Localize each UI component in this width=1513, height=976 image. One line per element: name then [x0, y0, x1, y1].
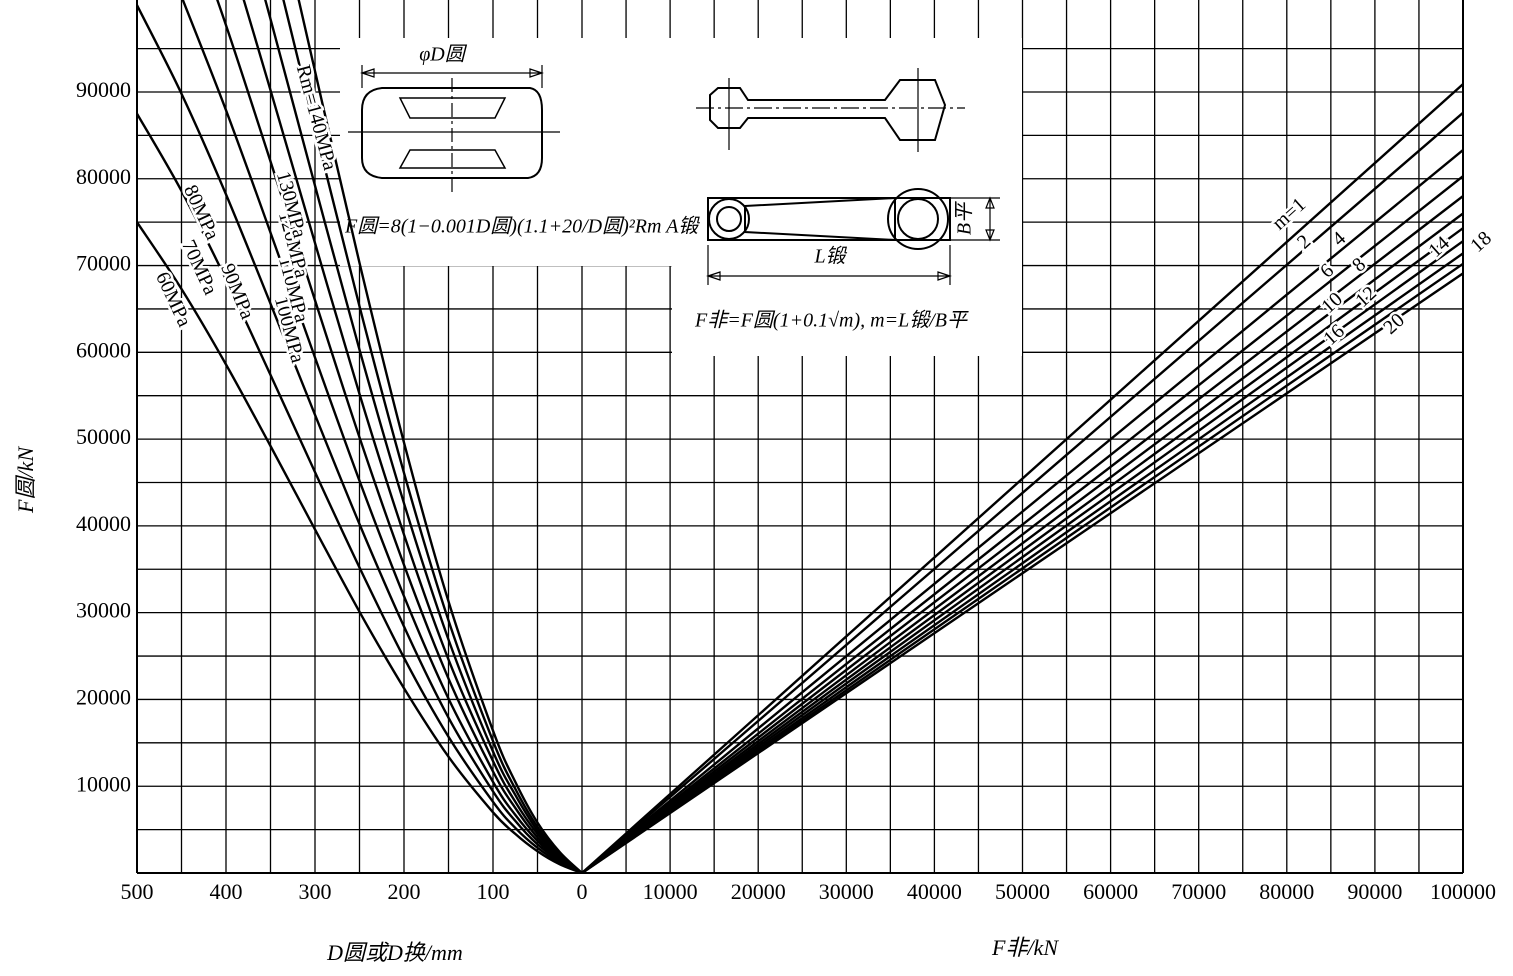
rod-eye	[716, 206, 742, 232]
curve	[242, 0, 583, 873]
formula-press: F圆=8(1−0.001D圆)(1.1+20/D圆)²Rm A锻	[344, 216, 700, 238]
curve	[297, 0, 583, 873]
curve	[137, 221, 583, 873]
x-tick-label: 500	[121, 879, 154, 904]
dimension-arrow	[985, 196, 995, 242]
curve	[581, 227, 1463, 873]
x-tick-label: 300	[299, 879, 332, 904]
y-tick-label: 60000	[76, 337, 131, 362]
rod-eye	[887, 188, 949, 250]
inset: φD圆 F圆=8(1−0.001D圆)(1.1+20/D圆)²Rm A锻 L锻 …	[340, 38, 1022, 356]
y-tick-label: 30000	[76, 598, 131, 623]
x-tick-label: 60000	[1083, 879, 1138, 904]
rod-eye	[708, 198, 750, 240]
rod-web	[744, 196, 896, 242]
series-label: 70MPa	[177, 237, 221, 299]
x-tick-label: 40000	[907, 879, 962, 904]
x-tick-label: 20000	[731, 879, 786, 904]
curve	[581, 83, 1463, 873]
y-tick-label: 50000	[76, 424, 131, 449]
y-tick-label: 10000	[76, 771, 131, 796]
series-label: 10	[1317, 288, 1347, 318]
width-label: B平	[954, 201, 976, 235]
y-axis-label: F圆/kN	[13, 446, 38, 514]
x-tick-label: 50000	[995, 879, 1050, 904]
curve	[581, 262, 1463, 873]
dimension-arrow	[706, 271, 952, 281]
curve	[581, 111, 1463, 873]
curve	[137, 4, 583, 873]
curve	[181, 0, 583, 873]
section-cavity	[398, 97, 507, 169]
y-tick-label: 90000	[76, 77, 131, 102]
curve	[581, 175, 1463, 873]
curve	[581, 195, 1463, 873]
y-tick-label: 70000	[76, 251, 131, 276]
curve	[581, 272, 1463, 873]
curve	[216, 0, 583, 873]
x-tick-label: 0	[577, 879, 588, 904]
y-tick-label: 80000	[76, 164, 131, 189]
section	[361, 87, 543, 179]
curve	[581, 252, 1463, 873]
x-tick-label: 200	[388, 879, 421, 904]
inset-background	[340, 38, 675, 266]
y-tick-label: 40000	[76, 511, 131, 536]
x-tick-label: 70000	[1171, 879, 1226, 904]
rod-eye	[897, 198, 939, 240]
series-label: Rm=140MPa	[292, 63, 341, 173]
curve	[581, 212, 1463, 873]
dimension-arrow	[360, 68, 544, 78]
x-tick-label: 100	[477, 879, 510, 904]
series-label: 18	[1466, 227, 1496, 257]
series-label: 90MPa	[216, 261, 258, 323]
curve	[581, 149, 1463, 873]
y-tick-label: 20000	[76, 684, 131, 709]
diameter-label: φD圆	[419, 44, 468, 66]
series-label: 80MPa	[179, 182, 223, 244]
x-tick-label: 80000	[1259, 879, 1314, 904]
x-tick-label: 90000	[1347, 879, 1402, 904]
x-tick-label: 10000	[643, 879, 698, 904]
x-axis-label: D圆或D换/mm	[326, 940, 463, 965]
x-tick-label: 30000	[819, 879, 874, 904]
x-axis-label: F非/kN	[991, 935, 1059, 960]
x-tick-label: 100000	[1430, 879, 1496, 904]
series-label: 14	[1424, 232, 1454, 262]
x-tick-label: 400	[210, 879, 243, 904]
curve	[581, 240, 1463, 873]
curve	[282, 0, 583, 873]
curve	[264, 0, 583, 873]
formula-ratio: F非=F圆(1+0.1√m), m=L锻/B平	[694, 310, 969, 332]
curve	[137, 113, 583, 873]
length-label: L锻	[813, 246, 847, 268]
